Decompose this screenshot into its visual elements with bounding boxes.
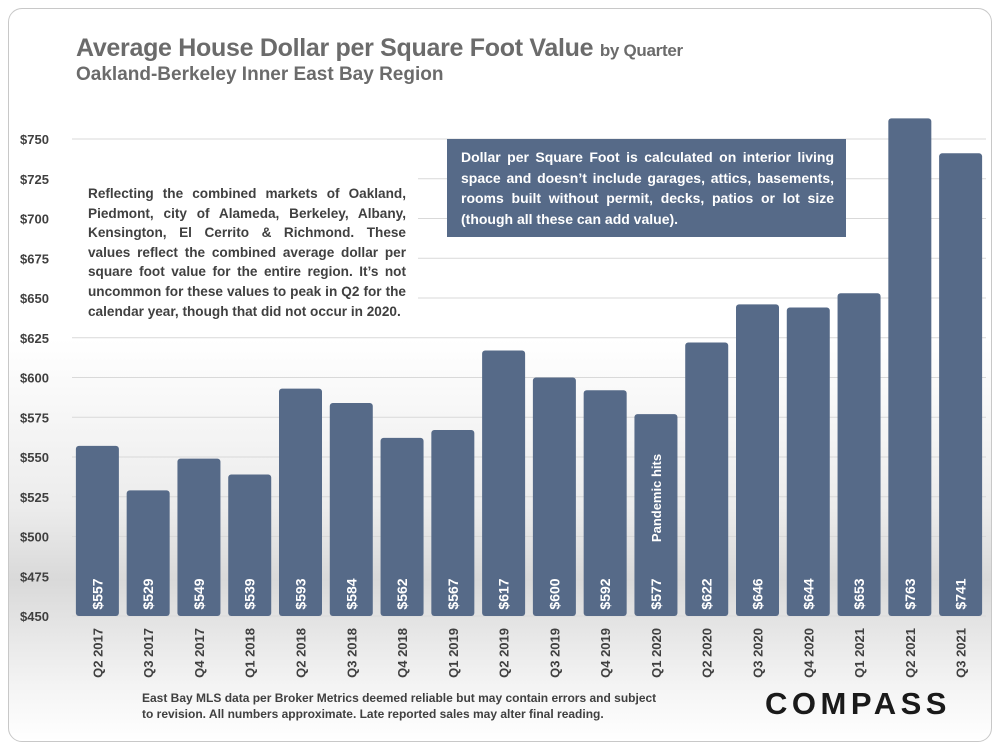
bar-value-label: $557 (89, 578, 105, 609)
methodology-callout: Dollar per Square Foot is calculated on … (447, 139, 846, 237)
x-axis-ticks: Q2 2017 Q3 2017 Q4 2017 Q1 2018 Q2 2018 Q3 20… (90, 628, 968, 678)
chart-title-suffix: by Quarter (599, 41, 683, 60)
bar-value-label: $741 (953, 578, 969, 609)
x-tick-label: Q3 2017 (141, 628, 156, 678)
bar-value-label: $562 (394, 578, 410, 609)
bar-value-label: $644 (800, 578, 816, 609)
title-block: Average House Dollar per Square Foot Val… (76, 34, 683, 86)
x-tick-label: Q3 2020 (751, 628, 766, 678)
y-tick-label: $700 (20, 212, 49, 227)
x-tick-label: Q2 2018 (294, 628, 309, 678)
x-tick-label: Q3 2019 (547, 628, 562, 678)
y-tick-label: $600 (20, 371, 49, 386)
region-description-callout: Reflecting the combined markets of Oakla… (72, 177, 418, 329)
bar-value-label: $653 (851, 578, 867, 609)
y-tick-label: $450 (20, 609, 49, 624)
bar-value-label: $622 (699, 578, 715, 609)
bar (75, 445, 119, 616)
bar (482, 350, 526, 616)
bar (634, 414, 678, 616)
y-tick-label: $675 (20, 251, 49, 266)
bar (532, 377, 576, 616)
bar (126, 490, 170, 616)
x-tick-label: Q4 2017 (192, 628, 207, 678)
bar (329, 402, 373, 616)
y-tick-label: $750 (20, 132, 49, 147)
y-tick-label: $625 (20, 331, 49, 346)
bar (888, 118, 932, 616)
annotations: Pandemic hits (649, 454, 664, 542)
bar (279, 388, 322, 616)
x-tick-label: Q4 2019 (598, 628, 613, 678)
bar-value-label: $529 (140, 578, 156, 609)
y-tick-label: $725 (20, 172, 49, 187)
bar (939, 153, 983, 616)
bar-value-label: $577 (648, 578, 664, 609)
bar-value-labels: $557 $529 $549 $539 $593 $584 $562 $567 $617 $600… (89, 578, 968, 609)
bar (837, 293, 881, 616)
bar-value-label: $567 (445, 578, 461, 609)
bar (380, 437, 424, 616)
x-tick-label: Q4 2020 (801, 628, 816, 678)
bar-value-label: $646 (750, 578, 766, 609)
x-tick-label: Q1 2021 (852, 628, 867, 678)
y-tick-label: $500 (20, 530, 49, 545)
x-tick-label: Q2 2017 (90, 628, 105, 678)
y-axis-ticks: $450 $475 $500 $525 $550 $575 $600 $625 $650 $675… (20, 132, 49, 624)
x-tick-label: Q3 2018 (344, 628, 359, 678)
footnote-line-2: to revision. All numbers approximate. La… (142, 707, 604, 721)
bar (583, 390, 627, 616)
x-tick-label: Q3 2021 (954, 628, 969, 678)
bar (228, 474, 272, 616)
x-tick-label: Q2 2021 (903, 628, 918, 678)
x-tick-label: Q1 2020 (649, 628, 664, 678)
bar-value-label: $584 (343, 578, 359, 609)
y-tick-label: $575 (20, 410, 49, 425)
y-tick-label: $650 (20, 291, 49, 306)
bar-value-label: $593 (293, 578, 309, 609)
chart-title: Average House Dollar per Square Foot Val… (76, 34, 683, 62)
bar (177, 458, 221, 616)
footnote-line-1: East Bay MLS data per Broker Metrics dee… (142, 691, 657, 705)
chart-subtitle: Oakland-Berkeley Inner East Bay Region (76, 64, 444, 85)
compass-logo: COMPASS (765, 686, 951, 721)
y-tick-label: $525 (20, 490, 49, 505)
bar (685, 342, 729, 616)
x-tick-label: Q2 2020 (700, 628, 715, 678)
bar-value-label: $763 (902, 578, 918, 609)
pandemic-annotation: Pandemic hits (649, 454, 664, 542)
bar (736, 304, 779, 616)
y-tick-label: $550 (20, 450, 49, 465)
bars (75, 118, 983, 616)
x-tick-label: Q1 2018 (243, 628, 258, 678)
bar-value-label: $539 (242, 578, 258, 609)
bar (786, 307, 830, 616)
bar-value-label: $617 (496, 578, 512, 609)
bar-value-label: $549 (191, 578, 207, 609)
x-tick-label: Q4 2018 (395, 628, 410, 678)
y-tick-label: $475 (20, 569, 49, 584)
bar-value-label: $592 (597, 578, 613, 609)
bar-value-label: $600 (546, 578, 562, 609)
x-tick-label: Q2 2019 (497, 628, 512, 678)
bar (431, 429, 475, 616)
source-footnote: East Bay MLS data per Broker Metrics dee… (142, 690, 656, 722)
x-tick-label: Q1 2019 (446, 628, 461, 678)
